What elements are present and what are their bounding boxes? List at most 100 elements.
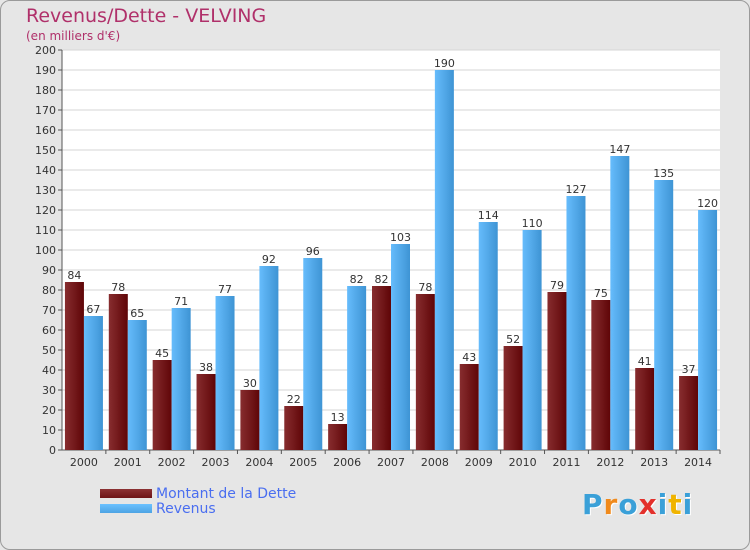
bar-revenus: [259, 266, 279, 450]
y-tick-label: 30: [42, 384, 56, 397]
x-tick-label: 2008: [421, 456, 449, 469]
x-tick-label: 2013: [640, 456, 668, 469]
bar-revenus: [391, 244, 410, 450]
y-tick-label: 200: [35, 44, 56, 57]
y-tick-label: 10: [42, 424, 56, 437]
legend-swatch-dette: [100, 489, 152, 498]
y-tick-label: 90: [42, 264, 56, 277]
bar-revenus: [434, 70, 454, 450]
data-label: 135: [653, 167, 674, 180]
legend-label-dette: Montant de la Dette: [156, 486, 297, 502]
x-tick-label: 2009: [465, 456, 493, 469]
data-label: 84: [67, 269, 81, 282]
data-label: 45: [155, 347, 169, 360]
x-tick-label: 2011: [552, 456, 580, 469]
data-label: 65: [130, 307, 144, 320]
y-tick-label: 40: [42, 364, 56, 377]
bar-dette: [591, 300, 611, 450]
x-tick-label: 2014: [684, 456, 712, 469]
data-label: 82: [375, 273, 389, 286]
y-tick-label: 190: [35, 64, 56, 77]
bar-dette: [328, 424, 348, 450]
x-tick-label: 2004: [245, 456, 273, 469]
y-tick-label: 130: [35, 184, 56, 197]
bar-revenus: [566, 196, 586, 450]
data-label: 75: [594, 287, 608, 300]
bar-dette: [240, 390, 260, 450]
y-tick-label: 80: [42, 284, 56, 297]
x-tick-label: 2001: [114, 456, 142, 469]
bar-dette: [635, 368, 655, 450]
y-tick-label: 0: [49, 444, 56, 457]
data-label: 110: [522, 217, 543, 230]
logo-letter: i: [657, 488, 669, 521]
legend-label-revenus: Revenus: [156, 501, 216, 517]
bar-revenus: [478, 222, 498, 450]
y-tick-label: 100: [35, 244, 56, 257]
data-label: 43: [462, 351, 476, 364]
bar-dette: [108, 294, 128, 450]
bar-dette: [152, 360, 172, 450]
bar-revenus: [127, 320, 147, 450]
data-label: 96: [306, 245, 320, 258]
logo-letter: o: [618, 488, 639, 521]
y-tick-label: 120: [35, 204, 56, 217]
y-tick-label: 70: [42, 304, 56, 317]
chart-subtitle: (en milliers d'€): [26, 29, 121, 43]
x-tick-label: 2010: [509, 456, 537, 469]
logo-letter: i: [682, 488, 694, 521]
data-label: 13: [331, 411, 345, 424]
y-tick-label: 170: [35, 104, 56, 117]
data-label: 30: [243, 377, 257, 390]
bar-dette: [503, 346, 523, 450]
y-tick-label: 150: [35, 144, 56, 157]
bar-dette: [196, 374, 216, 450]
data-label: 120: [697, 197, 718, 210]
data-label: 38: [199, 361, 213, 374]
proxiti-logo: Proxiti: [582, 488, 693, 521]
y-tick-label: 50: [42, 344, 56, 357]
logo-letter: r: [603, 488, 619, 521]
x-tick-label: 2006: [333, 456, 361, 469]
x-tick-label: 2012: [596, 456, 624, 469]
logo-letter: x: [638, 488, 658, 521]
data-label: 82: [350, 273, 364, 286]
x-tick-label: 2002: [158, 456, 186, 469]
bar-dette: [284, 406, 304, 450]
data-label: 190: [434, 57, 455, 70]
bar-revenus: [215, 296, 235, 450]
bar-dette: [372, 286, 391, 450]
x-tick-label: 2007: [377, 456, 405, 469]
bar-dette: [459, 364, 479, 450]
chart-title: Revenus/Dette - VELVING: [26, 5, 267, 27]
bar-revenus: [698, 210, 718, 450]
x-tick-label: 2003: [202, 456, 230, 469]
bar-revenus: [171, 308, 191, 450]
data-label: 67: [86, 303, 100, 316]
bar-revenus: [83, 316, 103, 450]
bar-revenus: [347, 286, 367, 450]
y-tick-label: 160: [35, 124, 56, 137]
data-label: 77: [218, 283, 232, 296]
data-label: 71: [174, 295, 188, 308]
data-label: 22: [287, 393, 301, 406]
data-label: 92: [262, 253, 276, 266]
data-label: 114: [478, 209, 499, 222]
y-tick-label: 60: [42, 324, 56, 337]
x-tick-label: 2005: [289, 456, 317, 469]
y-tick-label: 140: [35, 164, 56, 177]
y-tick-label: 180: [35, 84, 56, 97]
data-label: 78: [111, 281, 125, 294]
data-label: 78: [418, 281, 432, 294]
bar-dette: [679, 376, 699, 450]
x-tick-label: 2000: [70, 456, 98, 469]
bar-dette: [64, 282, 84, 450]
data-label: 41: [638, 355, 652, 368]
data-label: 103: [390, 231, 411, 244]
legend-swatch-revenus: [100, 504, 152, 513]
bar-revenus: [654, 180, 674, 450]
data-label: 127: [565, 183, 586, 196]
bar-dette: [415, 294, 435, 450]
y-tick-label: 20: [42, 404, 56, 417]
